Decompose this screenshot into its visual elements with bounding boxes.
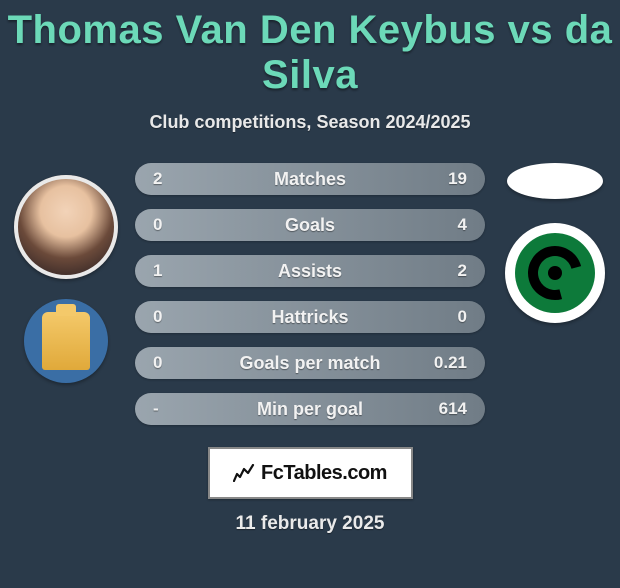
brand-badge: FcTables.com [208, 447, 413, 499]
stat-label: Goals [197, 215, 423, 236]
dot-icon [548, 266, 562, 280]
footer-date: 11 february 2025 [0, 513, 620, 535]
player-left-avatar [14, 175, 118, 279]
stat-bars: 2 Matches 19 0 Goals 4 1 Assists 2 0 Hat… [135, 163, 485, 425]
stat-right-value: 0.21 [423, 353, 467, 373]
brand-logo-icon [233, 464, 255, 482]
stat-left-value: 0 [153, 215, 197, 235]
stat-label: Min per goal [197, 399, 423, 420]
stat-row: 0 Goals per match 0.21 [135, 347, 485, 379]
stat-right-value: 4 [423, 215, 467, 235]
club-right-crest [505, 223, 605, 323]
stat-label: Matches [197, 169, 423, 190]
stat-label: Hattricks [197, 307, 423, 328]
stat-right-value: 0 [423, 307, 467, 327]
player-left-col [8, 163, 123, 383]
brand-text: FcTables.com [261, 462, 387, 485]
page-subtitle: Club competitions, Season 2024/2025 [0, 112, 620, 133]
stat-row: 2 Matches 19 [135, 163, 485, 195]
stat-left-value: - [153, 399, 197, 419]
stat-row: 0 Hattricks 0 [135, 301, 485, 333]
page-title: Thomas Van Den Keybus vs da Silva [0, 8, 620, 98]
ring-icon [515, 233, 595, 313]
stat-left-value: 2 [153, 169, 197, 189]
player-right-col [497, 163, 612, 323]
stat-right-value: 2 [423, 261, 467, 281]
stat-right-value: 19 [423, 169, 467, 189]
stat-row: 1 Assists 2 [135, 255, 485, 287]
stat-row: - Min per goal 614 [135, 393, 485, 425]
club-left-crest [24, 299, 108, 383]
stat-left-value: 1 [153, 261, 197, 281]
stat-row: 0 Goals 4 [135, 209, 485, 241]
stat-label: Assists [197, 261, 423, 282]
stat-left-value: 0 [153, 307, 197, 327]
player-right-avatar [507, 163, 603, 199]
shield-icon [42, 312, 90, 370]
stat-right-value: 614 [423, 399, 467, 419]
comparison-panel: 2 Matches 19 0 Goals 4 1 Assists 2 0 Hat… [0, 163, 620, 425]
stat-left-value: 0 [153, 353, 197, 373]
footer: FcTables.com 11 february 2025 [0, 447, 620, 535]
stat-label: Goals per match [197, 353, 423, 374]
